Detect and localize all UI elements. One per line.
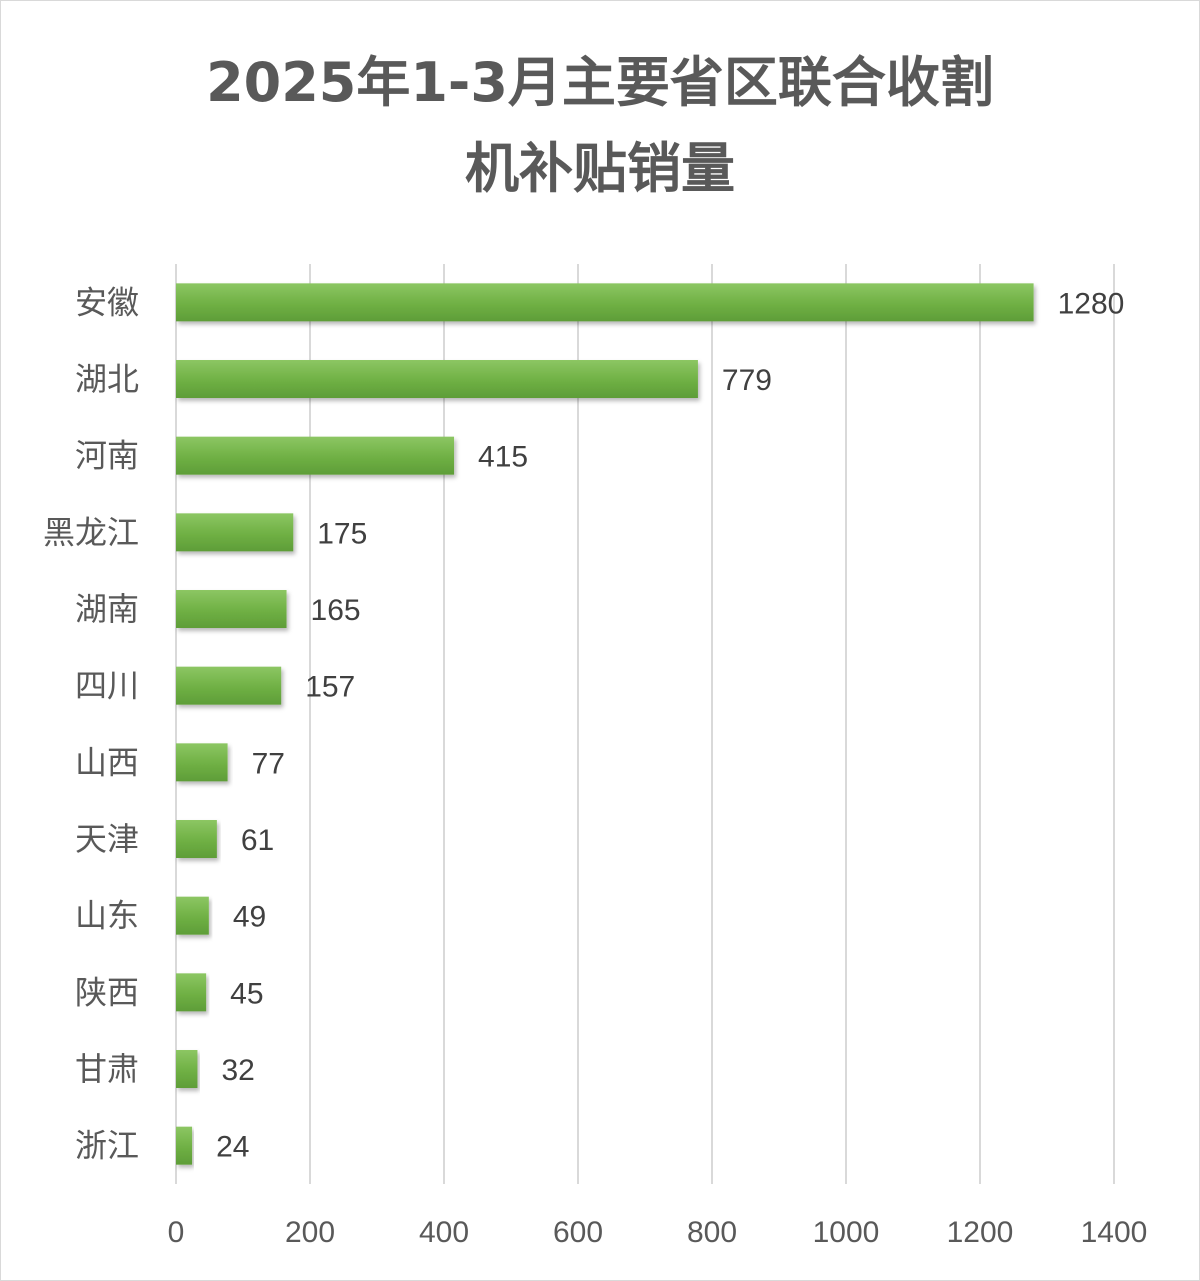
category-label-天津: 天津 — [75, 820, 139, 858]
data-label-甘肃: 32 — [221, 1054, 254, 1087]
labels: 0 200 400 600 800 1000 1200 1400 安徽 1280 湖北 779 河南 41… — [43, 283, 1147, 1249]
x-tick-label-0: 0 — [168, 1216, 185, 1249]
chart-title: 2025年1-3月主要省区联合收割 机补贴销量 — [0, 40, 1200, 212]
category-label-湖南: 湖南 — [75, 590, 139, 628]
data-label-湖南: 165 — [311, 594, 361, 627]
category-label-浙江: 浙江 — [75, 1127, 139, 1165]
bar-湖南 — [176, 590, 287, 628]
data-label-天津: 61 — [241, 824, 274, 857]
data-label-河南: 415 — [478, 441, 528, 474]
category-label-黑龙江: 黑龙江 — [43, 513, 139, 551]
bar-浙江 — [176, 1126, 193, 1165]
category-label-陕西: 陕西 — [75, 973, 139, 1011]
data-label-浙江: 24 — [216, 1131, 249, 1164]
data-label-四川: 157 — [305, 671, 355, 704]
x-tick-label-400: 400 — [419, 1216, 469, 1249]
category-label-安徽: 安徽 — [75, 283, 139, 321]
bar-河南 — [176, 436, 455, 475]
category-label-湖北: 湖北 — [75, 360, 139, 398]
bar-陕西 — [176, 973, 207, 1012]
x-tick-label-200: 200 — [285, 1216, 335, 1249]
data-label-安徽: 1280 — [1058, 287, 1125, 320]
bar-安徽 — [176, 283, 1034, 322]
bar-山西 — [176, 743, 228, 782]
category-label-山东: 山东 — [75, 897, 139, 935]
category-label-甘肃: 甘肃 — [75, 1050, 139, 1088]
x-tick-label-1000: 1000 — [813, 1216, 880, 1249]
data-label-山东: 49 — [233, 901, 266, 934]
x-tick-label-600: 600 — [553, 1216, 603, 1249]
bar-甘肃 — [176, 1050, 198, 1088]
data-label-湖北: 779 — [722, 364, 772, 397]
x-tick-label-800: 800 — [687, 1216, 737, 1249]
chart-title-line-1: 2025年1-3月主要省区联合收割 — [206, 51, 994, 114]
bar-四川 — [176, 666, 282, 705]
data-label-黑龙江: 175 — [317, 517, 367, 550]
x-tick-label-1400: 1400 — [1081, 1216, 1148, 1249]
bars — [176, 283, 1034, 1165]
data-label-陕西: 45 — [230, 977, 263, 1010]
chart-title-line-2: 机补贴销量 — [465, 137, 735, 200]
category-label-山西: 山西 — [75, 743, 139, 781]
category-label-四川: 四川 — [75, 667, 139, 705]
bar-天津 — [176, 820, 217, 858]
x-tick-label-1200: 1200 — [947, 1216, 1014, 1249]
bar-湖北 — [176, 360, 698, 398]
bar-山东 — [176, 896, 209, 935]
data-label-山西: 77 — [252, 747, 285, 780]
gridlines — [175, 264, 1115, 1184]
bar-黑龙江 — [176, 513, 294, 552]
category-label-河南: 河南 — [75, 437, 139, 475]
